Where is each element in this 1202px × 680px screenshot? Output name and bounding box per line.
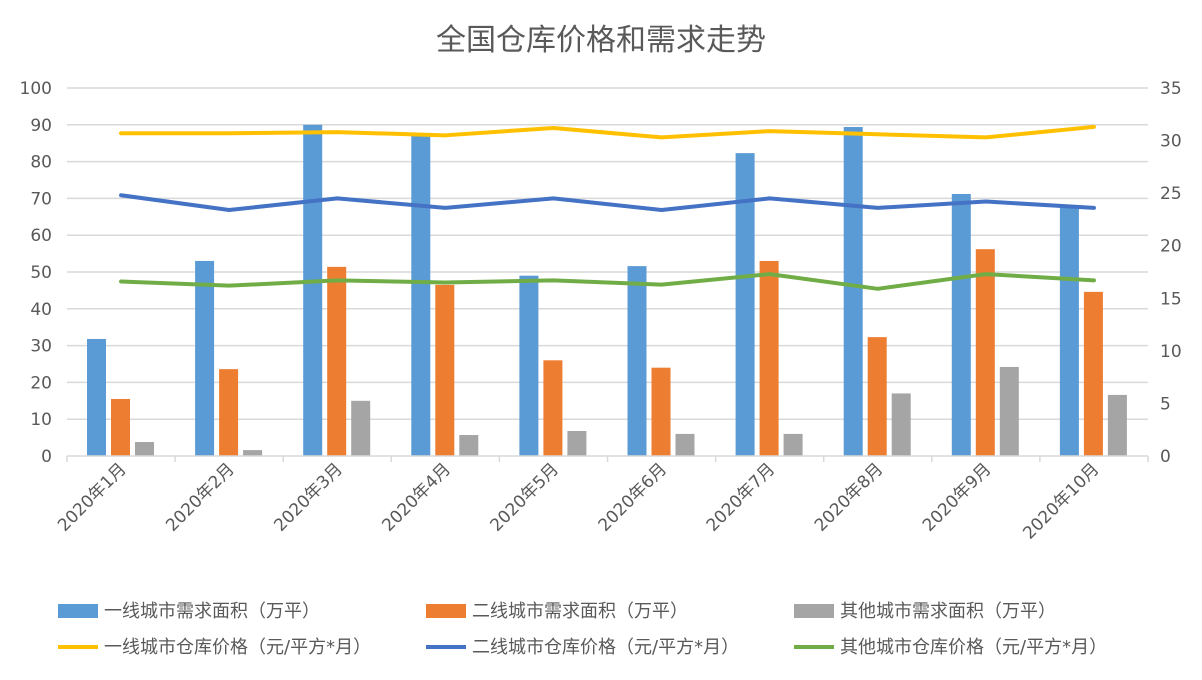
legend-label: 二线城市需求面积（万平） [472, 601, 688, 622]
y-left-tick-label: 40 [30, 300, 52, 320]
bar-3-2020年5月 [567, 430, 587, 456]
bar-2-2020年1月 [111, 398, 130, 456]
bar-3-2020年9月 [999, 366, 1019, 456]
y-left-tick-label: 90 [30, 116, 52, 136]
bar-3-2020年7月 [783, 433, 803, 456]
bar-3-2020年1月 [135, 442, 154, 456]
bar-1-2020年10月 [1059, 207, 1079, 456]
bar-2-2020年7月 [759, 260, 779, 456]
bar-1-2020年2月 [195, 260, 215, 456]
line-series-3 [119, 272, 1096, 291]
bar-2-2020年5月 [543, 360, 563, 456]
y-left-tick-label: 50 [30, 263, 52, 283]
bar-1-2020年4月 [411, 135, 431, 456]
bar-1-2020年7月 [735, 153, 755, 457]
legend-label: 二线城市仓库价格（元/平方*月） [472, 637, 739, 658]
legend-label: 其他城市需求面积（万平） [840, 601, 1056, 622]
bar-2-2020年2月 [219, 369, 239, 456]
bar-3-2020年2月 [243, 450, 263, 456]
legend: 一线城市需求面积（万平） 二线城市需求面积（万平） 其他城市需求面积（万平） 一线城市… [58, 601, 1107, 658]
y-left-tick-label: 0 [41, 447, 52, 467]
legend-label: 一线城市需求面积（万平） [104, 601, 320, 622]
y-right-tick-label: 30 [1160, 132, 1182, 152]
legend-label: 一线城市仓库价格（元/平方*月） [104, 637, 371, 658]
bar-3-2020年4月 [459, 435, 479, 456]
line-series-1 [119, 124, 1096, 140]
bar-2-2020年4月 [435, 284, 455, 456]
gridlines [67, 87, 1148, 420]
lines [119, 124, 1096, 291]
x-tick-label: 2020年8月 [811, 459, 887, 535]
y-right-tick-label: 25 [1160, 184, 1182, 204]
x-tick-label: 2020年6月 [595, 459, 671, 535]
bar-2-2020年3月 [327, 266, 347, 456]
legend-swatch-bar [426, 604, 466, 618]
x-tick-label: 2020年2月 [162, 459, 238, 535]
y-left-tick-label: 100 [20, 79, 52, 99]
y-left-tick-label: 30 [30, 337, 52, 357]
x-tick-label: 2020年5月 [487, 459, 563, 535]
bar-2-2020年6月 [651, 367, 671, 456]
axes: 0 10 20 30 40 50 60 70 80 90 100 0 5 10 15 20 25 30 35 2020… [20, 79, 1182, 543]
legend-label: 其他城市仓库价格（元/平方*月） [840, 637, 1107, 658]
bars [87, 124, 1127, 457]
y-right-tick-label: 15 [1160, 289, 1182, 309]
bar-2-2020年10月 [1083, 291, 1103, 456]
y-right-tick-label: 5 [1160, 394, 1171, 414]
y-left-tick-label: 20 [30, 373, 52, 393]
bar-3-2020年8月 [891, 393, 911, 456]
bar-3-2020年3月 [351, 400, 371, 456]
y-right-tick-label: 10 [1160, 342, 1182, 362]
bar-1-2020年1月 [87, 338, 106, 456]
y-left-tick-label: 10 [30, 410, 52, 430]
legend-swatch-bar [794, 604, 834, 618]
y-right-tick-label: 35 [1160, 79, 1182, 99]
bar-2-2020年9月 [975, 249, 995, 456]
x-tick-label: 2020年7月 [703, 459, 779, 535]
y-right-tick-label: 0 [1160, 447, 1171, 467]
bar-2-2020年8月 [867, 337, 887, 456]
bar-1-2020年5月 [519, 275, 539, 456]
bar-1-2020年8月 [843, 127, 863, 457]
x-tick-label: 2020年10月 [1019, 459, 1103, 543]
line-series-2 [119, 193, 1096, 212]
x-tick-label: 2020年9月 [919, 459, 995, 535]
bar-3-2020年6月 [675, 433, 695, 456]
x-tick-label: 2020年1月 [54, 459, 130, 535]
x-tick-label: 2020年4月 [378, 459, 454, 535]
y-left-tick-label: 80 [30, 153, 52, 173]
y-left-tick-label: 70 [30, 189, 52, 209]
bar-1-2020年6月 [627, 266, 647, 456]
y-left-tick-label: 60 [30, 226, 52, 246]
x-tick-label: 2020年3月 [270, 459, 346, 535]
legend-swatch-bar [58, 604, 98, 618]
bar-1-2020年9月 [951, 193, 971, 456]
bar-1-2020年3月 [303, 124, 323, 457]
bar-3-2020年10月 [1107, 394, 1127, 456]
chart-title: 全国仓库价格和需求走势 [436, 23, 766, 58]
y-right-tick-label: 20 [1160, 237, 1182, 257]
